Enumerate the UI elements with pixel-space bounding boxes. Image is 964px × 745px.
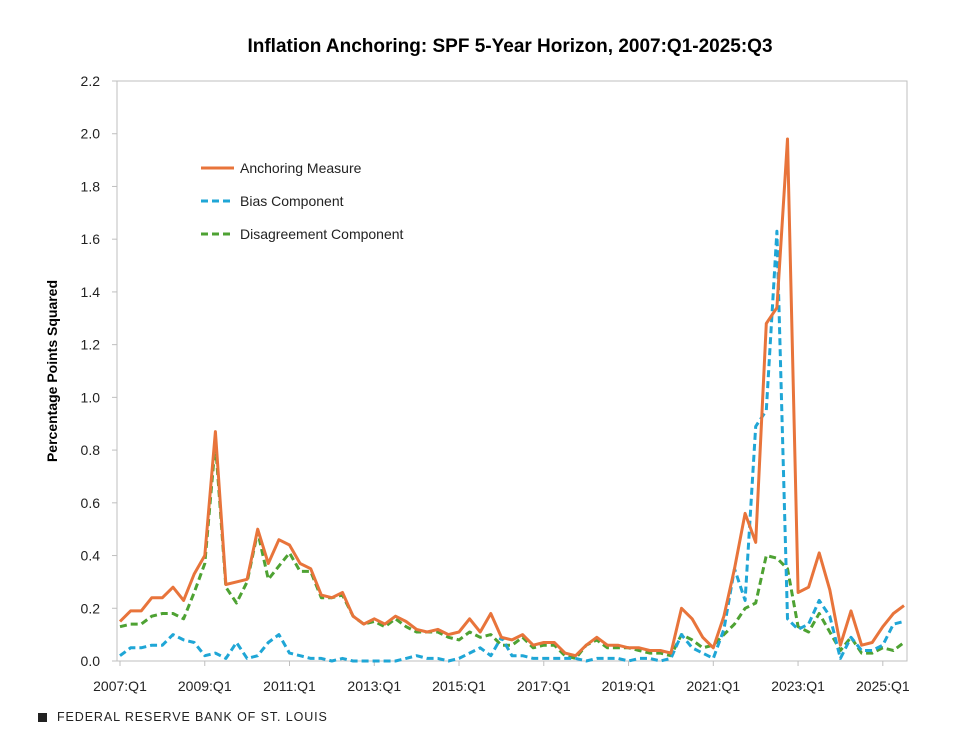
y-tick-label: 0.4 [81,548,101,564]
y-axis-label: Percentage Points Squared [44,280,60,462]
square-bullet-icon [38,712,47,722]
footer-source: FEDERAL RESERVE BANK OF ST. LOUIS [38,710,328,724]
y-tick-label: 0.6 [81,495,101,511]
plot-border [116,80,908,662]
legend-label: Disagreement Component [240,226,404,242]
source-label: FEDERAL RESERVE BANK OF ST. LOUIS [57,710,328,724]
x-tick-label: 2011:Q1 [263,678,316,694]
x-tick-label: 2021:Q1 [686,678,740,694]
y-tick-label: 1.4 [81,284,101,300]
anchoring-measure-line [118,137,905,658]
y-tick-label: 1.8 [81,178,101,194]
x-tick-label: 2017:Q1 [517,678,571,694]
y-tick-label: 0.0 [81,653,101,669]
x-tick-label: 2023:Q1 [771,678,825,694]
y-tick-label: 2.0 [81,126,101,142]
legend-label: Bias Component [240,193,344,209]
x-tick-label: 2019:Q1 [602,678,656,694]
x-axis-ticks: 2007:Q1 2009:Q1 2011:Q1 2013:Q1 2015:Q1 2017:… [93,661,910,694]
y-tick-label: 0.2 [81,600,101,616]
legend: Anchoring Measure Bias Component Disagreem… [201,160,404,242]
y-tick-label: 1.2 [81,337,101,353]
x-tick-label: 2015:Q1 [432,678,486,694]
y-tick-label: 2.2 [81,73,101,89]
x-tick-label: 2007:Q1 [93,678,147,694]
plot-area [116,80,908,662]
x-tick-label: 2013:Q1 [347,678,401,694]
bias-component-line [119,229,905,663]
series-lines [118,137,905,663]
chart-title: Inflation Anchoring: SPF 5-Year Horizon,… [247,36,772,57]
y-tick-label: 1.6 [81,231,101,247]
legend-label: Anchoring Measure [240,160,362,176]
y-tick-label: 1.0 [81,389,101,405]
y-axis-ticks: 0.0 0.2 0.4 0.6 0.8 1.0 1.2 1.4 1.6 1.8 2.0 2.2 [81,73,117,669]
y-tick-label: 0.8 [81,442,101,458]
x-tick-label: 2009:Q1 [178,678,232,694]
x-tick-label: 2025:Q1 [856,678,910,694]
